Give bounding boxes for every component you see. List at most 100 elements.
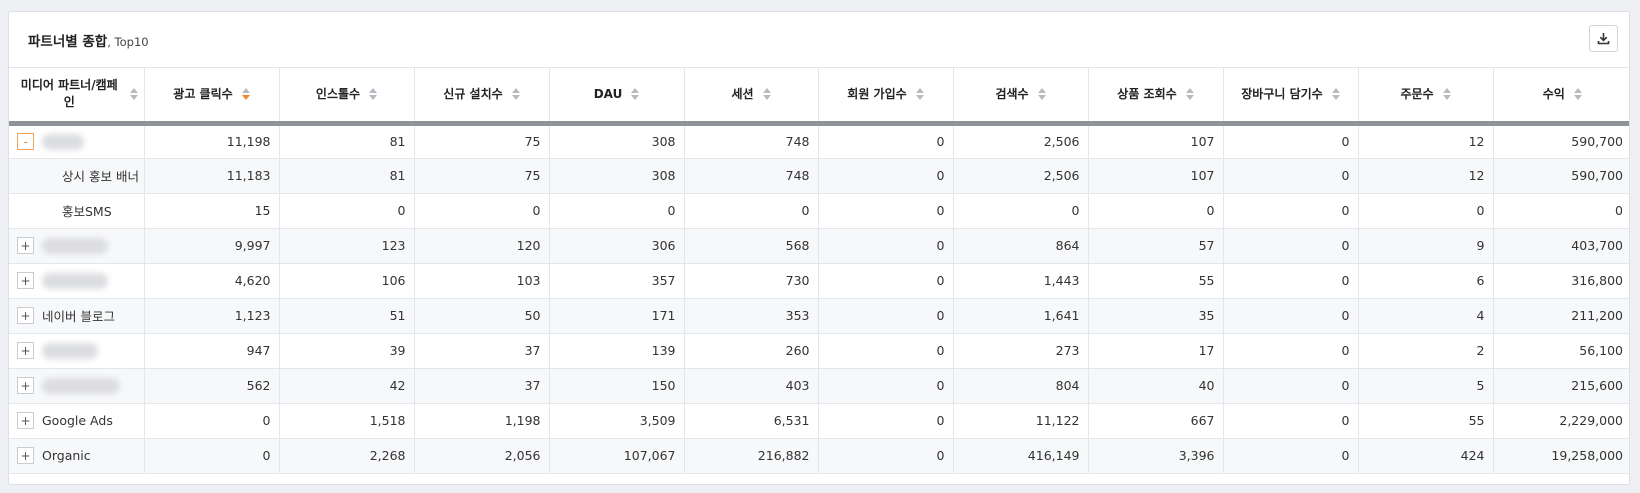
metric-cell: 0 <box>1493 193 1629 229</box>
sort-icon[interactable] <box>1331 88 1340 101</box>
table-row[interactable]: + Organic 0 2,268 2,056 107,067 216,882 0 416,14… <box>9 438 1629 474</box>
column-header-label: 회원 가입수 <box>847 86 907 101</box>
table-row[interactable]: + Google Ads 0 1,518 1,198 3,509 6,531 0 11,122 6… <box>9 403 1629 439</box>
partner-name-cell: + 네이버 블로그 <box>9 298 145 334</box>
sort-icon[interactable] <box>1442 88 1451 101</box>
redacted-partner-name <box>42 237 108 254</box>
metric-cell: 748 <box>684 123 819 159</box>
table-row[interactable]: +947 39 37 139 260 0 273 17 0 2 56,100 <box>9 333 1629 369</box>
partner-name-label: Google Ads <box>42 413 113 428</box>
expand-toggle-icon[interactable]: + <box>17 272 34 289</box>
column-header-2[interactable]: 인스톨수 <box>279 68 415 126</box>
redacted-partner-name <box>42 133 84 150</box>
expand-toggle-icon[interactable]: + <box>17 377 34 394</box>
metric-cell: 0 <box>818 438 954 474</box>
metric-cell: 216,882 <box>684 438 819 474</box>
metric-cell: 416,149 <box>953 438 1089 474</box>
metric-cell: 0 <box>1223 123 1359 159</box>
expand-toggle-icon[interactable]: + <box>17 412 34 429</box>
column-header-3[interactable]: 신규 설치수 <box>414 68 550 126</box>
card-title: 파트너별 종합, Top10 <box>28 30 149 50</box>
expand-toggle-icon[interactable]: + <box>17 307 34 324</box>
column-header-7[interactable]: 검색수 <box>953 68 1089 126</box>
metric-cell: 864 <box>953 228 1089 264</box>
sort-icon[interactable] <box>511 88 520 101</box>
metric-cell: 2,506 <box>953 158 1089 194</box>
sort-icon[interactable] <box>631 88 640 101</box>
column-header-10[interactable]: 주문수 <box>1358 68 1494 126</box>
metric-cell: 103 <box>414 263 550 299</box>
metric-cell: 0 <box>818 123 954 159</box>
metric-cell: 0 <box>953 193 1089 229</box>
partner-summary-card: 파트너별 종합, Top10 미디어 파트너/캠페인 광고 클릭수 <box>8 11 1630 485</box>
metric-cell: 804 <box>953 368 1089 404</box>
partner-name-label: 네이버 블로그 <box>42 309 115 324</box>
metric-cell: 424 <box>1358 438 1494 474</box>
expand-toggle-icon[interactable]: + <box>17 447 34 464</box>
sort-icon[interactable] <box>1185 88 1194 101</box>
table-row[interactable]: +562 42 37 150 403 0 804 40 0 5 215,600 <box>9 368 1629 404</box>
metric-cell: 2,506 <box>953 123 1089 159</box>
download-button[interactable] <box>1589 25 1618 52</box>
metric-cell: 590,700 <box>1493 123 1629 159</box>
metric-cell: 9,997 <box>144 228 280 264</box>
column-header-1[interactable]: 광고 클릭수 <box>144 68 280 126</box>
table-row[interactable]: +9,997 123 120 306 568 0 864 57 0 9 403,700 <box>9 228 1629 264</box>
metric-cell: 3,509 <box>549 403 685 439</box>
metric-cell: 0 <box>818 333 954 369</box>
redacted-partner-name <box>42 377 120 394</box>
metric-cell: 81 <box>279 123 415 159</box>
sort-icon[interactable] <box>762 88 771 101</box>
column-header-6[interactable]: 회원 가입수 <box>818 68 954 126</box>
column-header-11[interactable]: 수익 <box>1493 68 1629 126</box>
column-header-label: DAU <box>593 86 623 101</box>
metric-cell: 40 <box>1088 368 1224 404</box>
table-row[interactable]: + 네이버 블로그 1,123 51 50 171 353 0 1,641 35 0 4 211,200 <box>9 298 1629 334</box>
metric-cell: 2 <box>1358 333 1494 369</box>
metric-cell: 39 <box>279 333 415 369</box>
column-header-8[interactable]: 상품 조회수 <box>1088 68 1224 126</box>
metric-cell: 1,443 <box>953 263 1089 299</box>
metric-cell: 0 <box>1223 403 1359 439</box>
metric-cell: 0 <box>818 158 954 194</box>
column-header-9[interactable]: 장바구니 담기수 <box>1223 68 1359 126</box>
column-header-5[interactable]: 세션 <box>684 68 819 126</box>
metric-cell: 353 <box>684 298 819 334</box>
table-row[interactable]: -11,198 81 75 308 748 0 2,506 107 0 12 590,700 <box>9 123 1629 159</box>
metric-cell: 11,122 <box>953 403 1089 439</box>
download-icon <box>1597 33 1610 45</box>
expand-toggle-icon[interactable]: + <box>17 342 34 359</box>
sort-icon[interactable] <box>1573 88 1582 101</box>
metric-cell: 403 <box>684 368 819 404</box>
table-row[interactable]: +4,620 106 103 357 730 0 1,443 55 0 6 316,800 <box>9 263 1629 299</box>
metric-cell: 0 <box>818 263 954 299</box>
metric-cell: 316,800 <box>1493 263 1629 299</box>
partner-name-label: Organic <box>42 448 91 463</box>
metric-cell: 403,700 <box>1493 228 1629 264</box>
sort-icon[interactable] <box>241 88 250 101</box>
sort-icon[interactable] <box>129 88 138 101</box>
metric-cell: 6 <box>1358 263 1494 299</box>
column-header-4[interactable]: DAU <box>549 68 685 126</box>
sort-icon[interactable] <box>369 88 378 101</box>
column-header-label: 미디어 파트너/캠페인 <box>20 78 118 110</box>
sort-icon[interactable] <box>1037 88 1046 101</box>
metric-cell: 107 <box>1088 158 1224 194</box>
partner-name-label: 상시 홍보 배너 <box>62 169 139 184</box>
metric-cell: 171 <box>549 298 685 334</box>
card-header: 파트너별 종합, Top10 <box>9 12 1629 68</box>
metric-cell: 19,258,000 <box>1493 438 1629 474</box>
sort-icon[interactable] <box>915 88 924 101</box>
collapse-toggle-icon[interactable]: - <box>17 133 34 150</box>
metric-cell: 308 <box>549 158 685 194</box>
column-header-partner[interactable]: 미디어 파트너/캠페인 <box>9 68 145 126</box>
table-row[interactable]: 홍보SMS 15 0 0 0 0 0 0 0 0 0 0 <box>9 193 1629 229</box>
column-header-label: 신규 설치수 <box>443 86 503 101</box>
metric-cell: 55 <box>1358 403 1494 439</box>
metric-cell: 0 <box>144 438 280 474</box>
column-header-label: 검색수 <box>995 86 1029 101</box>
metric-cell: 0 <box>818 368 954 404</box>
expand-toggle-icon[interactable]: + <box>17 237 34 254</box>
metric-cell: 11,183 <box>144 158 280 194</box>
table-row[interactable]: 상시 홍보 배너 11,183 81 75 308 748 0 2,506 107 0 12 590,… <box>9 158 1629 194</box>
